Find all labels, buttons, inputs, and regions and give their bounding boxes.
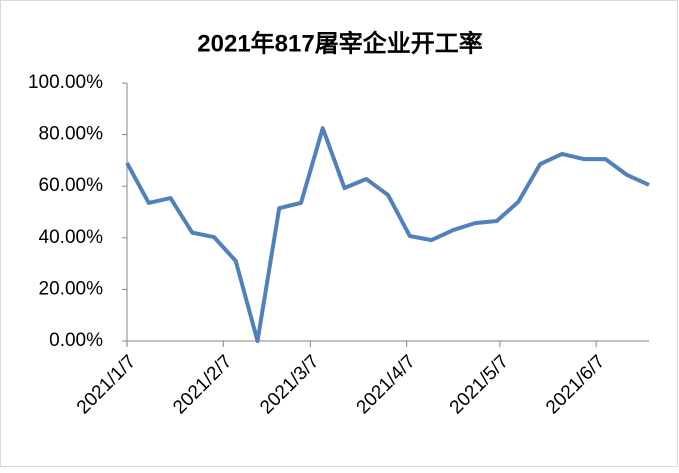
y-tick-label: 100.00% <box>28 72 103 93</box>
y-tick-label: 40.00% <box>39 227 104 248</box>
y-tick-label: 80.00% <box>39 124 104 145</box>
y-tick-label: 60.00% <box>39 175 104 196</box>
data-line <box>125 126 650 343</box>
y-tick-label: 0.00% <box>49 330 103 351</box>
y-tick-label: 20.00% <box>39 278 104 299</box>
chart-title: 2021年817屠宰企业开工率 <box>197 29 482 57</box>
